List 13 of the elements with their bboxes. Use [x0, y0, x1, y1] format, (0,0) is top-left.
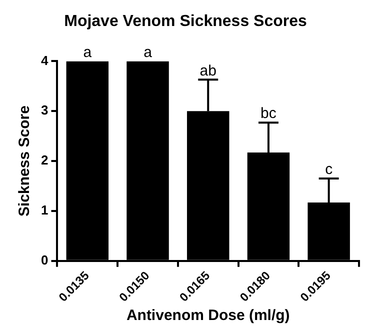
- annotation: bc: [260, 105, 277, 122]
- x-axis-title: Antivenom Dose (ml/g): [126, 307, 290, 324]
- annotation: a: [83, 44, 92, 61]
- y-tick-label: 4: [40, 52, 49, 68]
- y-tick-label: 2: [40, 152, 48, 168]
- y-tick-label: 3: [40, 102, 48, 118]
- annotation: a: [144, 44, 153, 61]
- annotation: ab: [200, 62, 216, 80]
- chart-title: Mojave Venom Sickness Scores: [64, 13, 307, 30]
- annotation: c: [325, 161, 334, 178]
- y-axis-title: Sickness Score: [16, 106, 34, 216]
- y-tick-label: 1: [40, 202, 48, 218]
- y-tick-label: 0: [40, 252, 48, 268]
